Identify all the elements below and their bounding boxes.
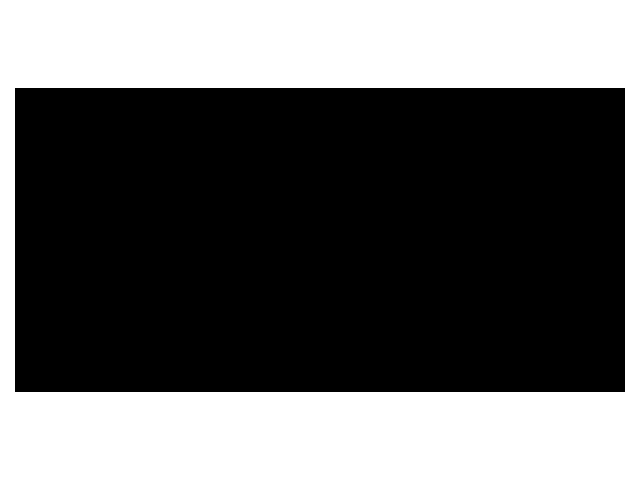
wordcloud-background: [15, 88, 625, 392]
wordcloud-svg: [15, 88, 625, 392]
wordcloud-canvas: [15, 88, 625, 392]
